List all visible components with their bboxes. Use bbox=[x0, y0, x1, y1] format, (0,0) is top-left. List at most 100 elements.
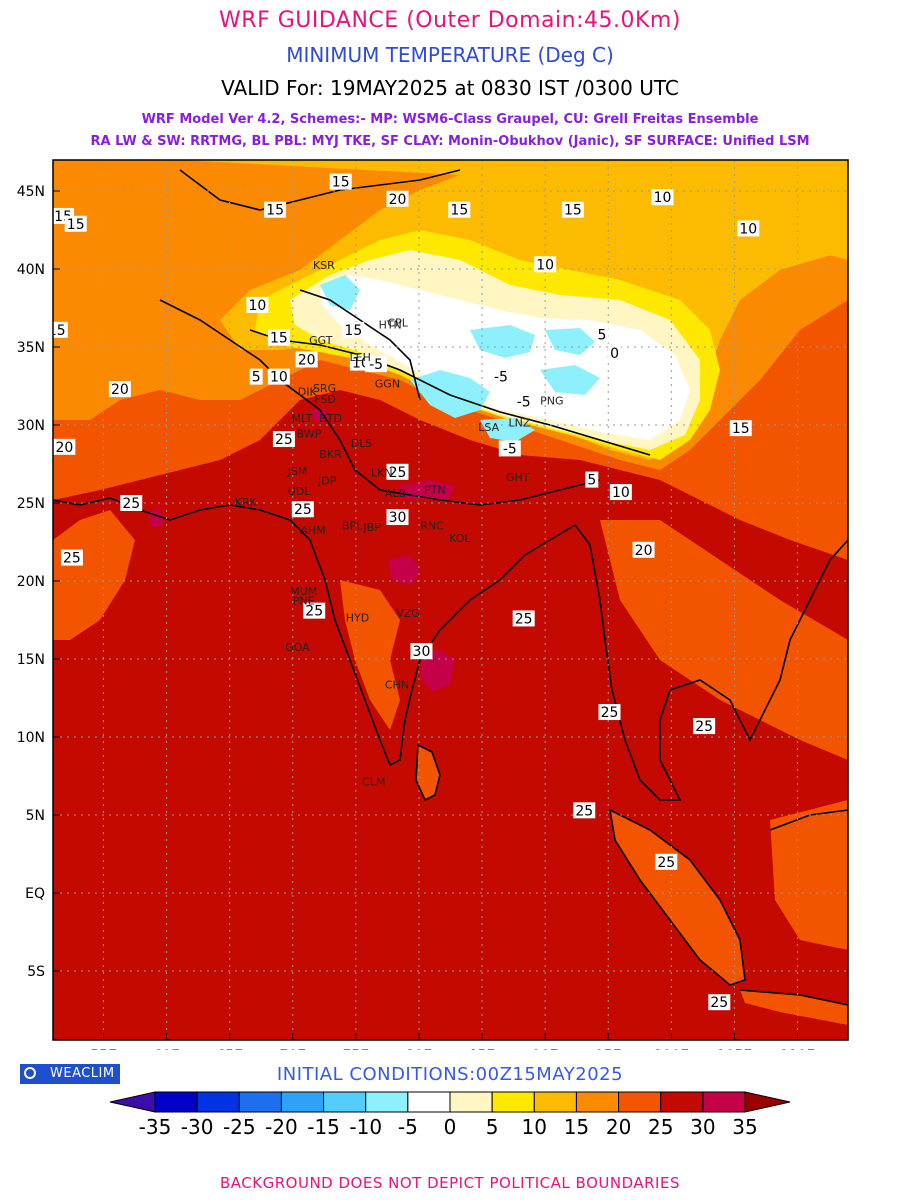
contour-label-box bbox=[267, 368, 290, 385]
contour-label: -5 bbox=[503, 441, 517, 457]
station-label: AHM bbox=[300, 524, 325, 537]
station-label: GGN bbox=[375, 378, 400, 391]
coastlines bbox=[53, 169, 848, 1006]
station-label: CPL bbox=[387, 317, 408, 330]
contour-label-box bbox=[272, 431, 295, 448]
contour-label: 25 bbox=[575, 803, 593, 819]
model-info-line-1: WRF Model Ver 4.2, Schemes:- MP: WSM6-Cl… bbox=[141, 112, 759, 127]
colorbar-box bbox=[407, 1091, 451, 1113]
contour-label: 25 bbox=[695, 719, 713, 735]
contour-label: 25 bbox=[657, 855, 675, 871]
contour-label-box bbox=[295, 351, 318, 368]
contour-label-box bbox=[489, 368, 512, 385]
lon-label: 100E bbox=[654, 1048, 690, 1050]
contour-label-box bbox=[561, 201, 584, 218]
lon-label: 105E bbox=[717, 1048, 753, 1050]
lat-label: 10N bbox=[17, 730, 45, 746]
lon-label: 110E bbox=[780, 1048, 816, 1050]
chart-title: WRF GUIDANCE (Outer Domain:45.0Km) bbox=[219, 8, 681, 33]
lon-label: 60E bbox=[153, 1048, 180, 1050]
contour-label: 15 bbox=[266, 203, 284, 219]
station-label: HTN bbox=[379, 318, 402, 331]
contour-label: 15 bbox=[564, 203, 582, 219]
station-label: UDL bbox=[288, 485, 312, 498]
contour-label-box bbox=[585, 471, 599, 488]
colorbar-tick-label: 15 bbox=[564, 1115, 589, 1139]
zone-20-25-peninsula bbox=[340, 580, 400, 730]
contour-label: 25 bbox=[515, 611, 533, 627]
station-label: BWP bbox=[297, 427, 322, 440]
weaclim-badge: WEACLIM bbox=[20, 1064, 120, 1084]
colorbar-tick-label: 20 bbox=[606, 1115, 631, 1139]
contour-label-box bbox=[651, 189, 674, 206]
contour-label: 25 bbox=[389, 465, 407, 481]
lon-label: 80E bbox=[406, 1048, 433, 1050]
contour-label: 10 bbox=[270, 370, 288, 386]
zone-20-25-borneo bbox=[770, 800, 848, 950]
contour-label-box bbox=[410, 643, 433, 660]
contour-label-box bbox=[534, 256, 557, 273]
colorbar-tick-label: -30 bbox=[181, 1115, 214, 1139]
contour-label: 5 bbox=[597, 328, 606, 344]
colorbar-box bbox=[702, 1091, 746, 1113]
zone-20-25-indochina bbox=[600, 520, 848, 760]
station-label: LSA bbox=[478, 421, 499, 434]
contour-label: 25 bbox=[275, 432, 293, 448]
colorbar-arrow-low bbox=[109, 1091, 156, 1113]
station-label: BKR bbox=[319, 448, 342, 461]
contour-label-box bbox=[386, 509, 409, 526]
station-label: HYD bbox=[346, 612, 369, 625]
station-label: KRK bbox=[235, 496, 258, 509]
zone-30-35-e bbox=[310, 408, 328, 422]
contour-label: 25 bbox=[710, 995, 728, 1011]
lon-label: 90E bbox=[532, 1048, 559, 1050]
contour-label: 10 bbox=[739, 221, 757, 237]
contour-label: 10 bbox=[536, 257, 554, 273]
contour-label-box bbox=[737, 220, 760, 237]
lat-label: 5S bbox=[27, 964, 45, 980]
contour-label: 20 bbox=[55, 440, 73, 456]
lat-label: 30N bbox=[17, 418, 45, 434]
station-label: LKN bbox=[371, 466, 393, 479]
valid-time: VALID For: 19MAY2025 at 0830 IST /0300 U… bbox=[221, 76, 679, 100]
station-label: DIK bbox=[298, 385, 318, 398]
contour-label-box bbox=[303, 602, 326, 619]
colorbar-box bbox=[323, 1091, 367, 1113]
colorbar-box bbox=[280, 1091, 325, 1113]
contour-label-box bbox=[60, 549, 83, 566]
contour-label-box bbox=[120, 495, 143, 511]
contour-label-box bbox=[108, 381, 131, 398]
contour-label-box bbox=[608, 345, 622, 362]
zone-minus10-minus5-f bbox=[480, 418, 535, 442]
lat-label: 40N bbox=[17, 262, 45, 278]
lat-label: 35N bbox=[17, 340, 45, 356]
contour-label-box bbox=[595, 326, 609, 343]
colorbar-tick-label: -5 bbox=[398, 1115, 418, 1139]
station-label: LNZ bbox=[509, 417, 531, 430]
colorbar-box bbox=[660, 1091, 704, 1113]
colorbar-arrow-high bbox=[744, 1091, 791, 1113]
lat-label: 5N bbox=[26, 808, 45, 824]
colorbar-tick-label: -10 bbox=[349, 1115, 382, 1139]
station-label: BTD bbox=[319, 412, 342, 425]
station-label: KOL bbox=[449, 532, 471, 545]
contour-label-box bbox=[53, 321, 68, 338]
contour-label: 20 bbox=[635, 543, 653, 559]
initial-conditions: INITIAL CONDITIONS:00Z15MAY2025 bbox=[276, 1064, 624, 1085]
station-label: JBP bbox=[362, 521, 381, 534]
station-label: SRG bbox=[313, 382, 336, 395]
zone-20-25-java bbox=[740, 990, 848, 1025]
contour-label: 15 bbox=[270, 331, 288, 347]
lat-label: 20N bbox=[17, 574, 45, 590]
badge-label: WEACLIM bbox=[50, 1066, 115, 1081]
contour-label-box bbox=[365, 356, 388, 373]
map-frame bbox=[52, 159, 849, 1041]
contour-label-box bbox=[512, 610, 535, 627]
zone-minus10-minus5-a bbox=[320, 275, 360, 310]
colorbar-box bbox=[365, 1091, 409, 1113]
contour-label: 30 bbox=[413, 644, 431, 660]
lon-label: 70E bbox=[279, 1048, 306, 1050]
